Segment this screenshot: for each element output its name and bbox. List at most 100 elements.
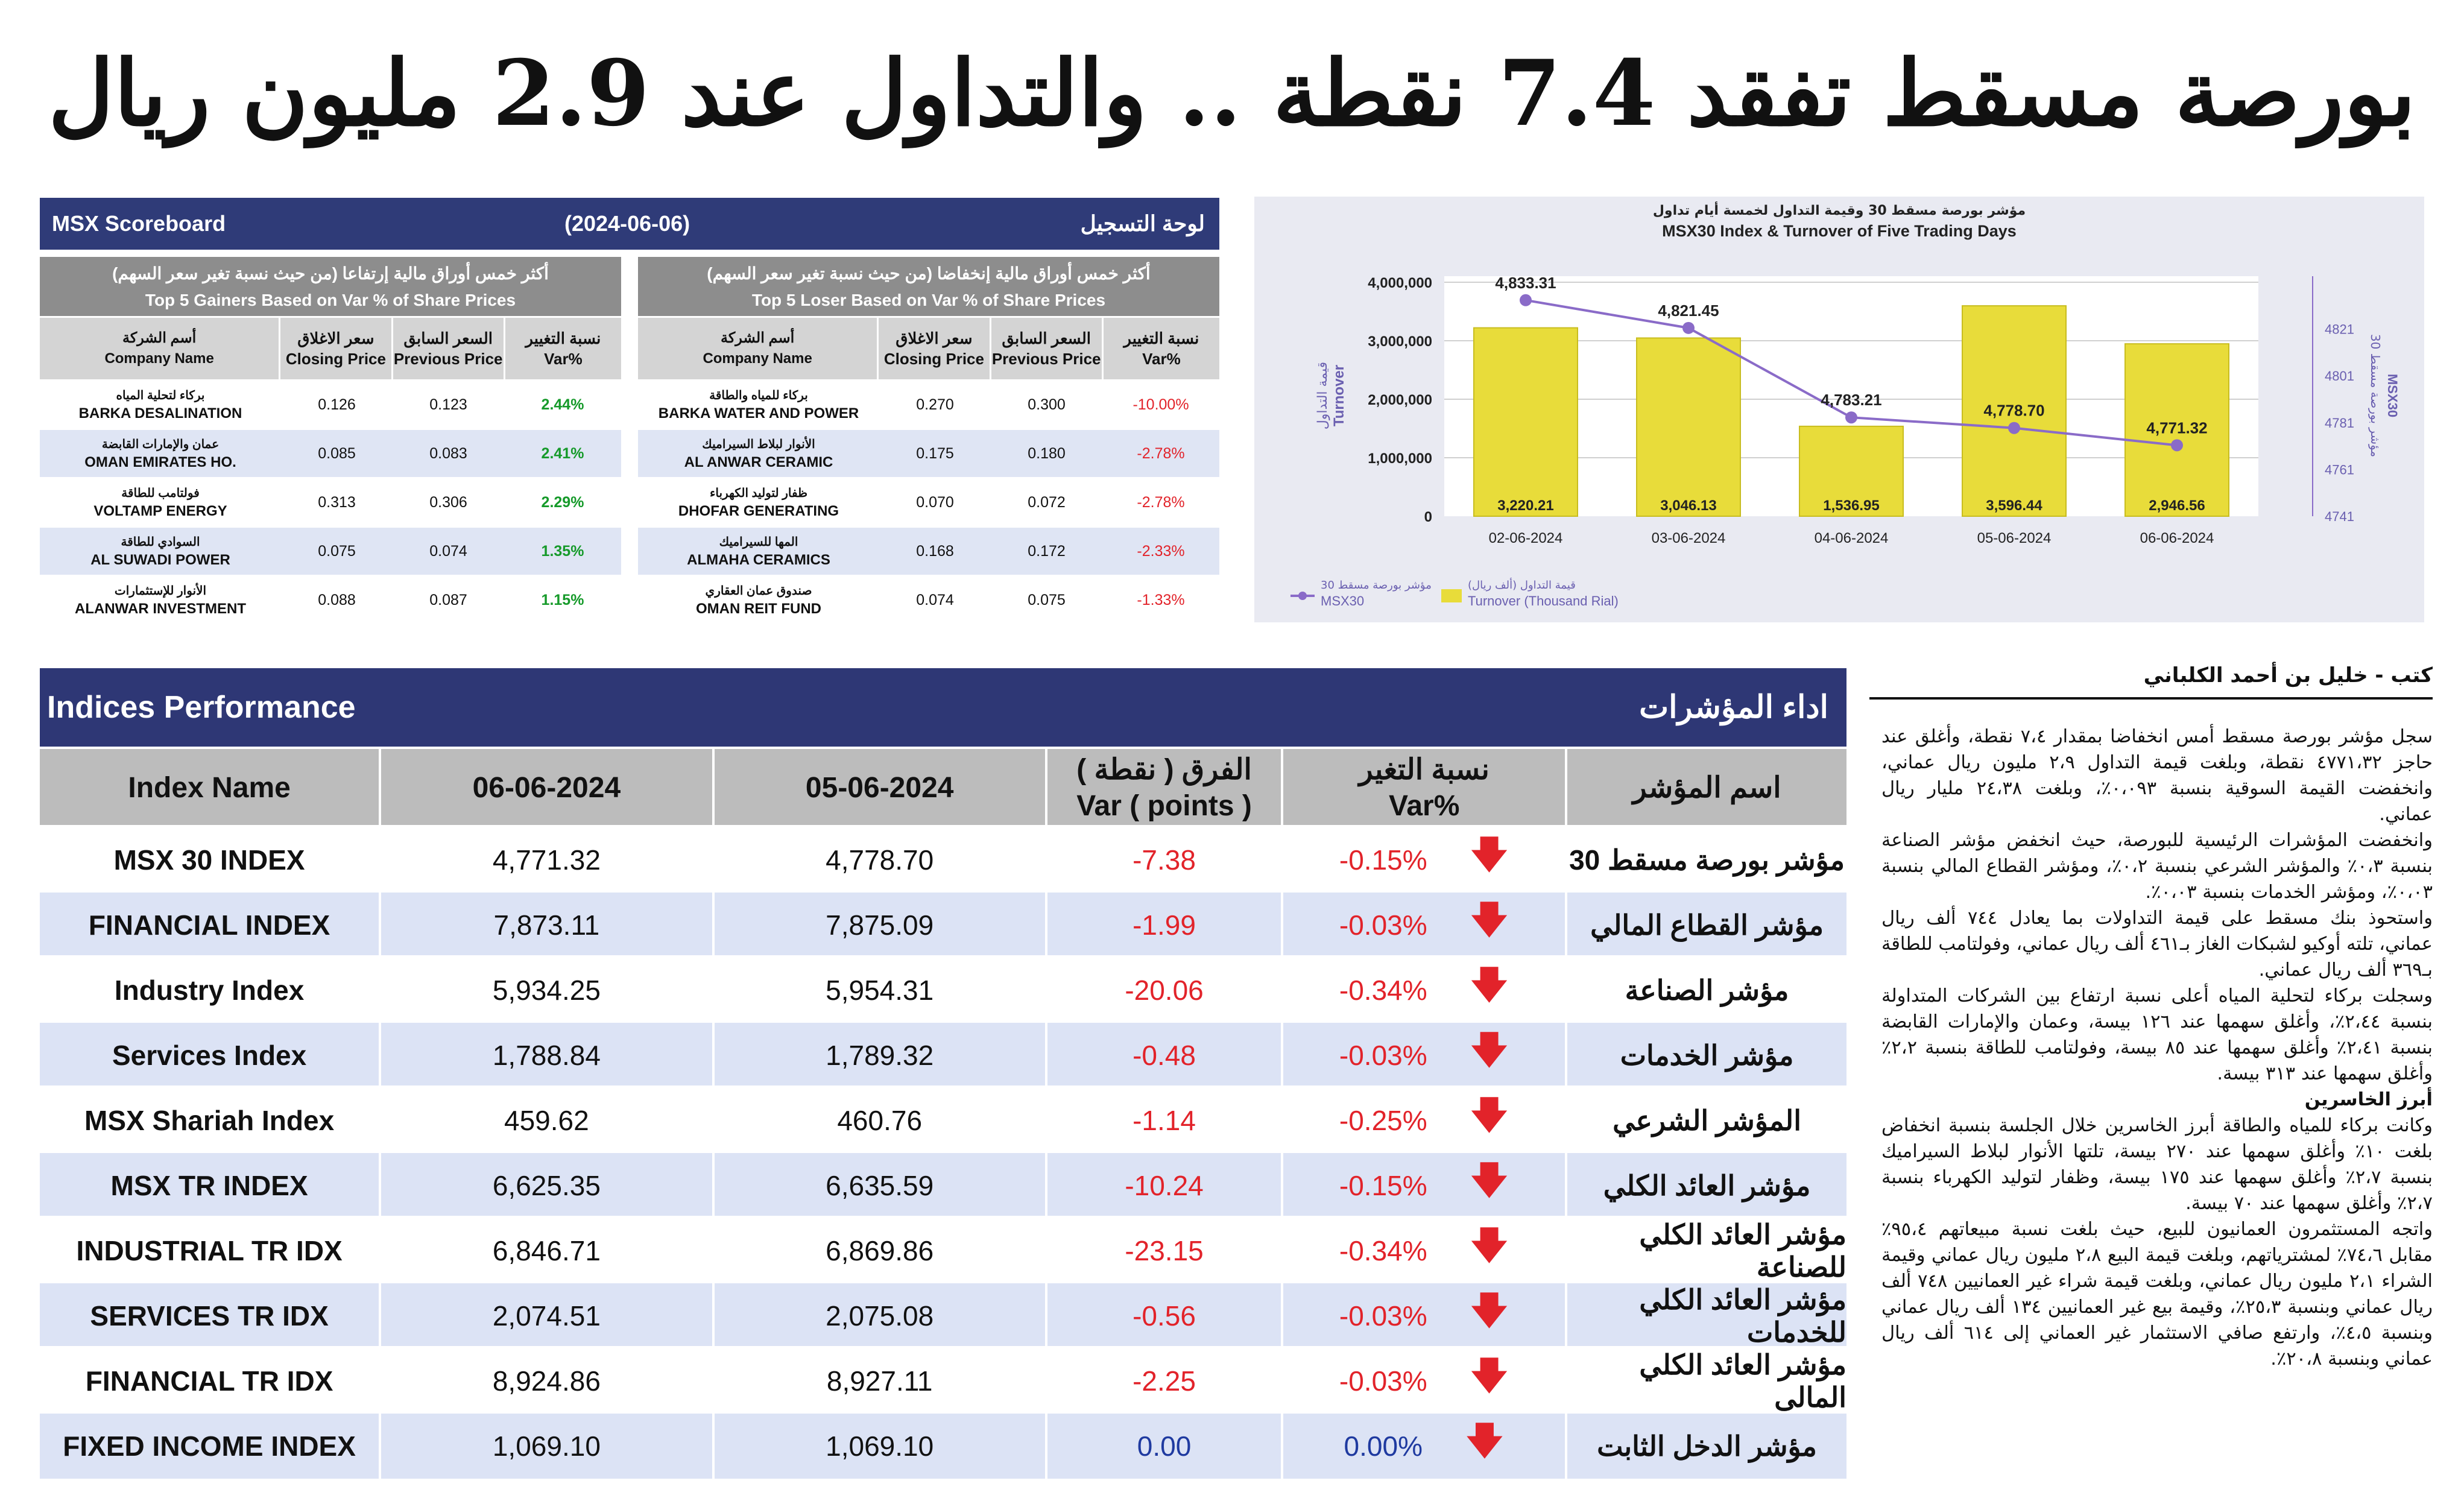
value-current: 459.62 (379, 1088, 712, 1153)
var-cell: -0.03% 🡇 (1281, 1348, 1565, 1414)
col-company-name: أسم الشركة Company Name (40, 318, 279, 379)
diff-points: -2.25 (1044, 1348, 1281, 1414)
col-previous-price: السعر السابق Previous Price (391, 318, 504, 379)
closing-price: 0.075 (318, 543, 356, 560)
msx30-point (2171, 439, 2183, 452)
diff-points: -10.24 (1044, 1153, 1281, 1218)
indices-performance-table: Indices Performance اداء المؤشرات Index … (40, 668, 1846, 1485)
company-name-ar: الأنوار للإستثمارات (114, 584, 207, 598)
var-percent: -0.03% (1339, 1300, 1427, 1332)
var-percent: -0.03% (1339, 1365, 1427, 1397)
company-name-ar: الأنوار لبلاط السيراميك (702, 438, 815, 451)
msx30-turnover-chart: مؤشر بورصة مسقط 30 وقيمة التداول لخمسة أ… (1254, 197, 2424, 622)
value-previous: 1,789.32 (712, 1023, 1045, 1088)
legend-turnover-swatch (1441, 589, 1462, 602)
index-name: Services Index (112, 1040, 307, 1071)
index-name-ar: مؤشر العائد الكلي المالي (1565, 1348, 1846, 1414)
col-date-previous: 05-06-2024 (712, 749, 1045, 827)
index-name-ar: مؤشر القطاع المالي (1565, 893, 1846, 958)
closing-price: 0.085 (318, 445, 356, 462)
index-name-ar: مؤشر العائد الكلي للصناعة (1565, 1218, 1846, 1283)
var-cell: -0.25% 🡇 (1281, 1088, 1565, 1153)
msx30-point (1682, 321, 1695, 334)
var-percent: -0.15% (1339, 844, 1427, 876)
value-previous: 6,869.86 (712, 1218, 1045, 1283)
bar-value-label: 2,946.56 (2149, 498, 2205, 514)
var-percent: 0.00% (1344, 1430, 1423, 1462)
article-paragraph: سجل مؤشر بورصة مسقط أمس انخفاضا بمقدار ٧… (1881, 726, 2433, 825)
company-name-en: BARKA WATER AND POWER (658, 405, 859, 422)
var-percent: 1.15% (541, 592, 584, 608)
x-tick-label: 04-06-2024 (1815, 530, 1889, 546)
col-label-ar: سعر الاغلاق (297, 329, 374, 347)
article-subheading: أبرز الخاسرين (2304, 1089, 2433, 1110)
article-byline: كتب - خليل بن أحمد الكلباني (1869, 663, 2433, 700)
col-index-name-ar: اسم المؤشر (1565, 749, 1846, 827)
index-name-ar: مؤشر العائد الكلي للخدمات (1565, 1283, 1846, 1348)
legend-msx30-label-ar: مؤشر بورصة مسقط 30 (1321, 579, 1432, 592)
value-previous: 8,927.11 (712, 1348, 1045, 1414)
index-name: INDUSTRIAL TR IDX (76, 1235, 343, 1266)
diff-points: -0.56 (1044, 1283, 1281, 1348)
var-percent: -2.78% (1137, 494, 1185, 511)
turnover-bars: 3,220.21 3,046.13 1,536.95 3,596.44 2,946.56 (1473, 305, 2229, 517)
table-row: الأنوار للإستثمارات ALANWAR INVESTMENT 0.… (40, 575, 621, 624)
company-name-ar: بركاء لتحلية المياه (116, 389, 205, 402)
losers-heading: أكثر خمس أوراق مالية إنخفاضا (من حيث نسب… (638, 257, 1219, 316)
x-tick-label: 02-06-2024 (1489, 530, 1563, 546)
var-percent: -0.03% (1339, 909, 1427, 941)
col-index-name: Index Name (128, 772, 291, 804)
x-tick-label: 05-06-2024 (1977, 530, 2052, 546)
y-tick-label: 0 (1424, 509, 1432, 525)
company-name-en: ALANWAR INVESTMENT (75, 601, 246, 617)
index-name: FINANCIAL INDEX (88, 909, 330, 941)
company-name-ar: ظفار لتوليد الكهرباء (709, 487, 807, 500)
scoreboard-title-bar: MSX Scoreboard (2024-06-06) لوحة التسجيل (40, 198, 1219, 250)
legend-msx30-marker (1298, 592, 1307, 600)
previous-price: 0.306 (429, 494, 467, 511)
index-name-ar: مؤشر بورصة مسقط 30 (1565, 827, 1846, 893)
var-percent: -2.33% (1137, 543, 1185, 560)
turnover-bar (1799, 425, 1904, 517)
col-label-ar: أسم الشركة (122, 330, 197, 346)
indices-header-row: Index Name 06-06-2024 05-06-2024 الفرق (… (40, 747, 1846, 827)
y2-tick-label: 4741 (2325, 509, 2354, 524)
y2-axis-label-ar: مؤشر بورصة مسقط 30 (2368, 334, 2383, 457)
company-cell: الأنوار للإستثمارات ALANWAR INVESTMENT (40, 577, 281, 624)
gainers-heading-en: Top 5 Gainers Based on Var % of Share Pr… (145, 291, 516, 309)
var-cell: -0.03% 🡇 (1281, 1283, 1565, 1348)
previous-price: 0.075 (1028, 592, 1066, 608)
y-tick-label: 4,000,000 (1368, 275, 1432, 291)
table-row: Services Index 1,788.84 1,789.32 -0.48 -0.03… (40, 1020, 1846, 1088)
index-name: FIXED INCOME INDEX (63, 1430, 356, 1462)
diff-points: -1.14 (1044, 1088, 1281, 1153)
value-previous: 6,635.59 (712, 1153, 1045, 1218)
y-tick-label: 1,000,000 (1368, 450, 1432, 467)
x-tick-label: 03-06-2024 (1652, 530, 1726, 546)
turnover-bar (1636, 337, 1741, 517)
losers-heading-en: Top 5 Loser Based on Var % of Share Pric… (751, 291, 1106, 309)
company-cell: بركاء لتحلية المياه BARKA DESALINATION (40, 381, 281, 428)
legend-turnover-label: Turnover (Thousand Rial) (1468, 593, 1619, 608)
y2-tick-label: 4761 (2325, 462, 2354, 477)
company-name-en: OMAN EMIRATES HO. (84, 454, 236, 470)
company-name-ar: المها للسيراميك (719, 536, 798, 549)
chart-svg: مؤشر بورصة مسقط 30 وقيمة التداول لخمسة أ… (1290, 201, 2400, 608)
scoreboard-date: (2024-06-06) (564, 211, 690, 236)
index-name-ar: مؤشر الخدمات (1565, 1023, 1846, 1088)
company-name-ar: بركاء للمياه والطاقة (709, 389, 808, 402)
y2-tick-label: 4801 (2325, 368, 2354, 384)
index-name: MSX Shariah Index (84, 1105, 335, 1136)
value-current: 6,625.35 (379, 1153, 712, 1218)
chart-grid (1444, 281, 2258, 458)
var-percent: -2.78% (1137, 445, 1185, 462)
top-gainers-table: أكثر خمس أوراق مالية إرتفاعا (من حيث نسب… (40, 257, 621, 624)
company-cell: فولتامب للطاقة VOLTAMP ENERGY (40, 479, 281, 526)
index-name-ar: مؤشر الدخل الثابت (1565, 1414, 1846, 1479)
col-label-en: Closing Price (285, 350, 386, 368)
company-cell: عمان والإمارات القابضة OMAN EMIRATES HO. (40, 430, 281, 477)
article-paragraph: وكانت بركاء للمياه والطاقة أبرز الخاسرين… (1881, 1115, 2433, 1214)
col-company-name: أسم الشركة Company Name (638, 318, 877, 379)
closing-price: 0.088 (318, 592, 356, 608)
closing-price: 0.126 (318, 396, 356, 413)
